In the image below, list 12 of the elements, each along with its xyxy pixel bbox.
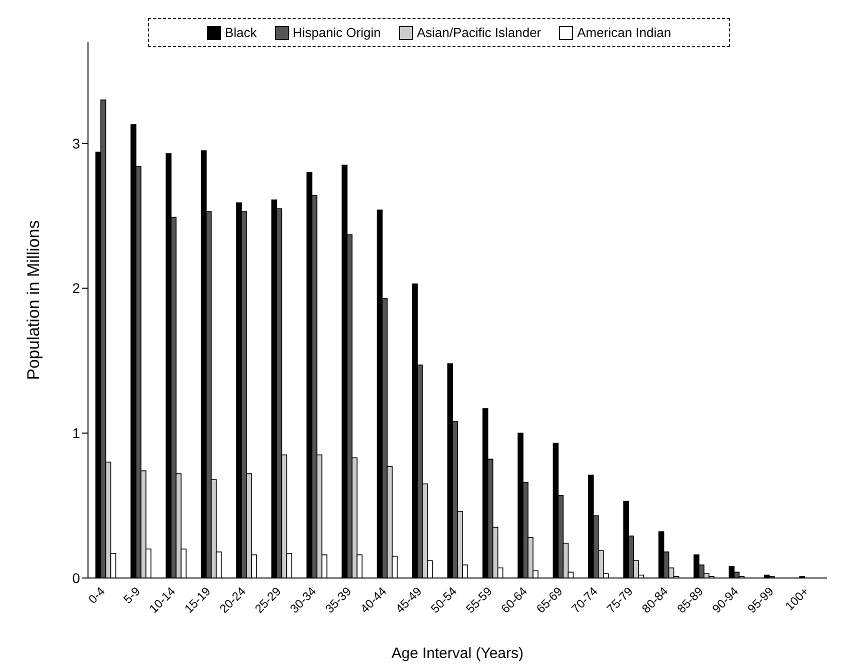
legend-label: Hispanic Origin bbox=[292, 25, 381, 40]
legend-label: Asian/Pacific Islander bbox=[416, 25, 542, 40]
legend-label: American Indian bbox=[577, 25, 672, 40]
legend-label: Black bbox=[224, 25, 257, 40]
y-tick-label: 1 bbox=[72, 425, 80, 442]
y-axis-title: Population in Millions bbox=[24, 220, 44, 380]
x-tick-label: 0-4 bbox=[86, 584, 108, 606]
y-tick-label: 2 bbox=[72, 280, 80, 296]
y-tick-label: 0 bbox=[72, 570, 80, 586]
x-axis-title: Age Interval (Years) bbox=[391, 645, 524, 662]
y-tick-label: 3 bbox=[72, 135, 80, 152]
x-tick-label: 5-9 bbox=[120, 584, 144, 606]
